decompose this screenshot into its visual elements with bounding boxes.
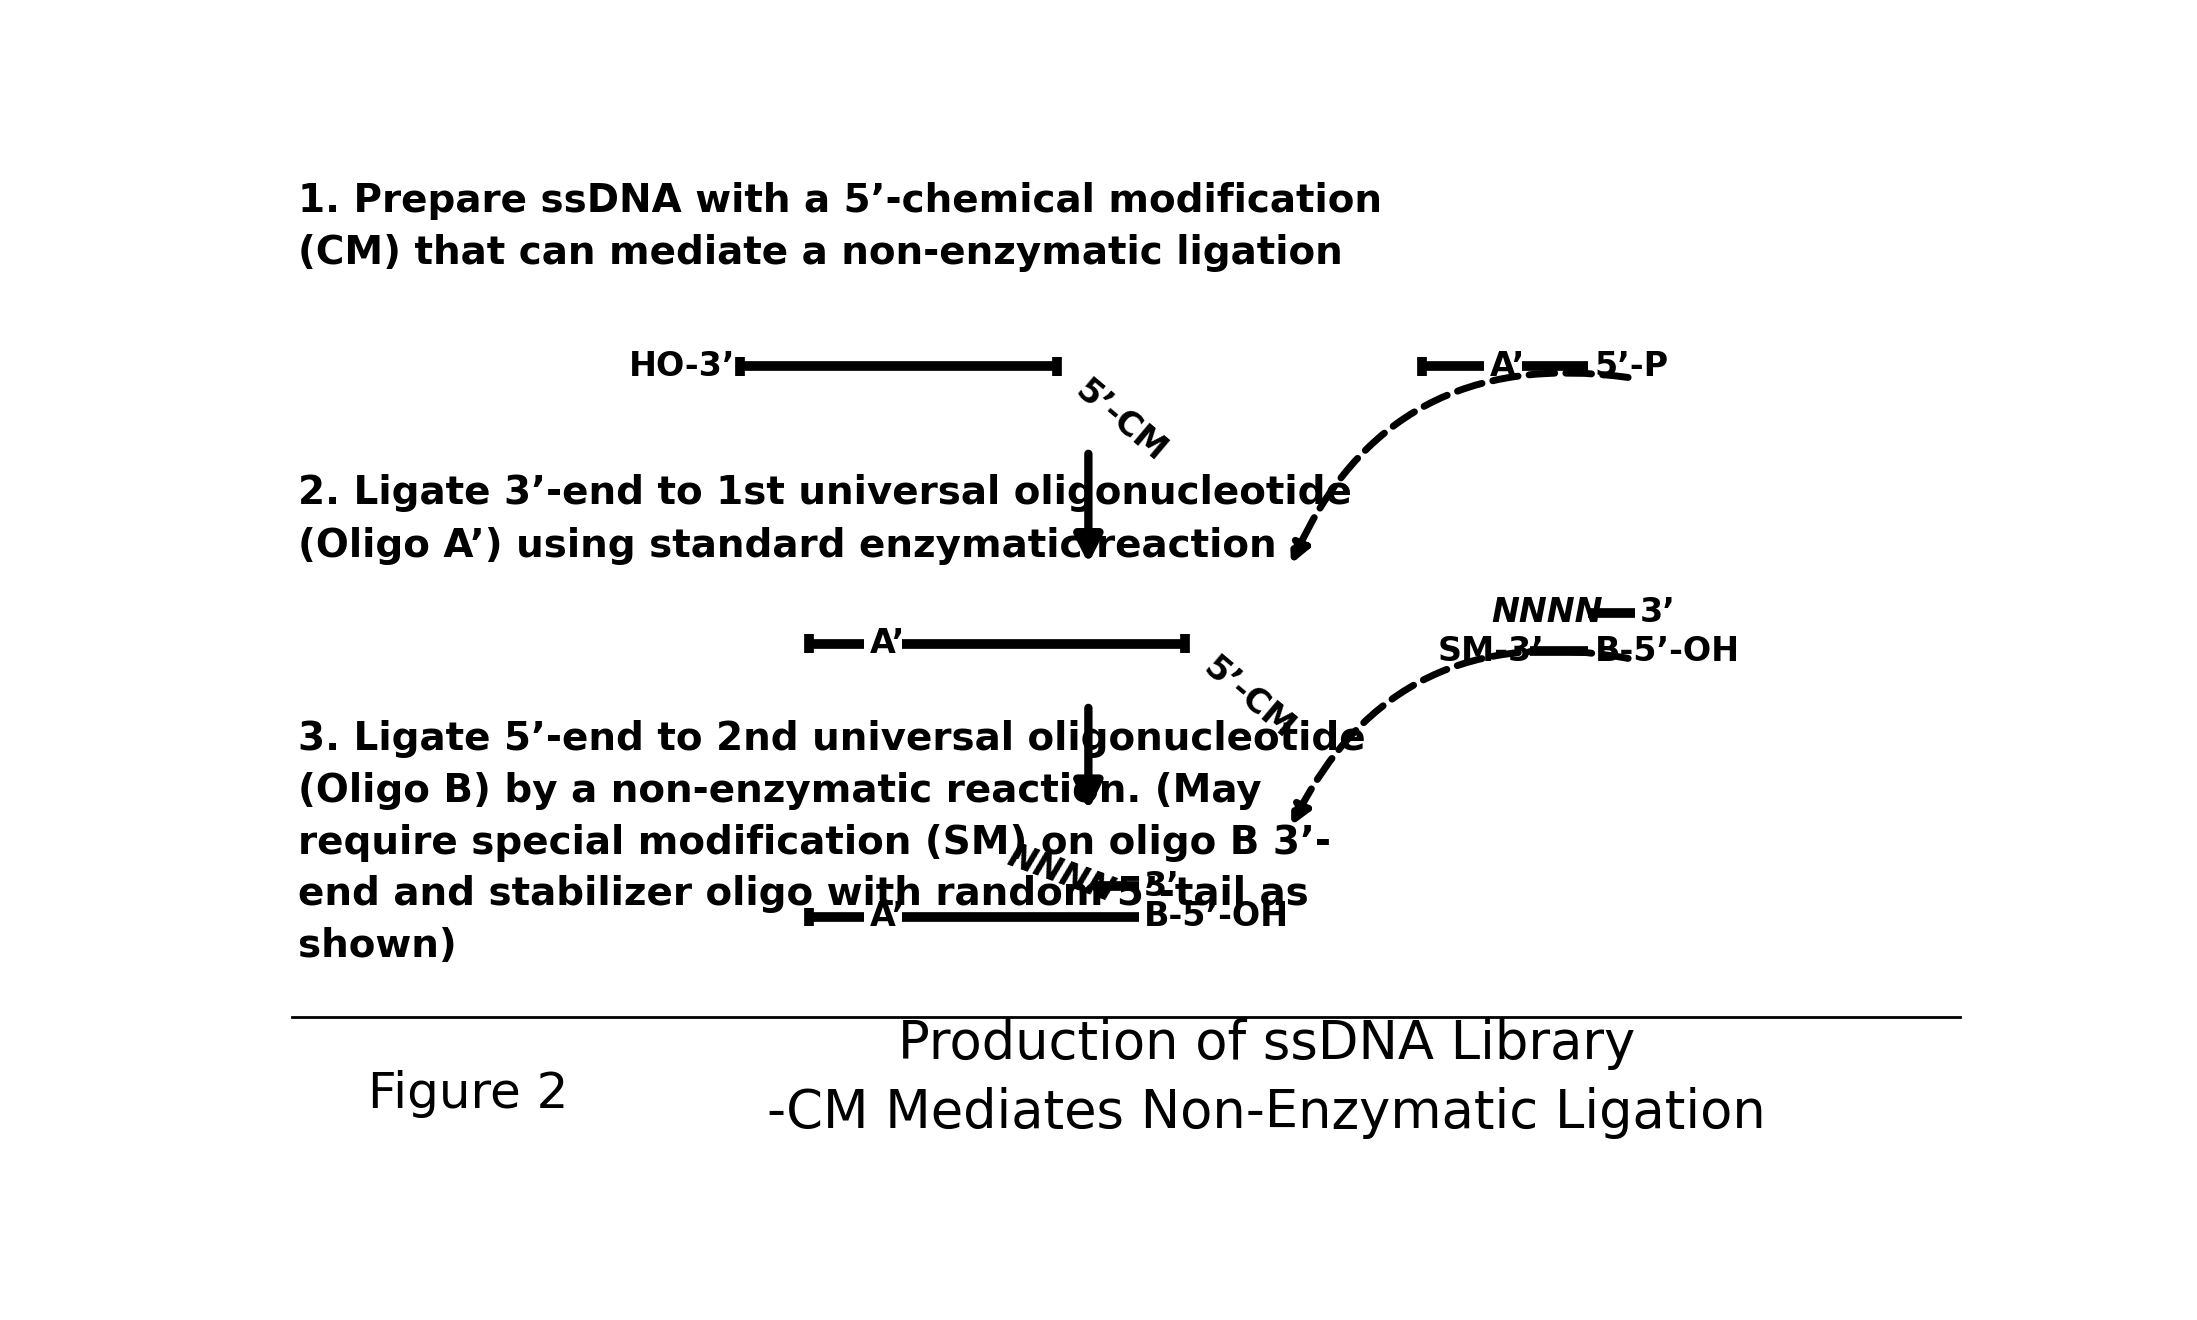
Text: 5’-P: 5’-P [1595, 350, 1668, 383]
Text: 1. Prepare ssDNA with a 5’-chemical modification
(CM) that can mediate a non-enz: 1. Prepare ssDNA with a 5’-chemical modi… [299, 181, 1382, 272]
Text: A’: A’ [1490, 350, 1525, 383]
Text: Production of ssDNA Library
-CM Mediates Non-Enzymatic Ligation: Production of ssDNA Library -CM Mediates… [767, 1018, 1766, 1139]
Text: A’: A’ [870, 900, 905, 933]
Text: B-5’-OH: B-5’-OH [1595, 635, 1740, 668]
Text: 3’: 3’ [1145, 870, 1180, 903]
Text: Figure 2: Figure 2 [367, 1071, 569, 1118]
Text: 3. Ligate 5’-end to 2nd universal oligonucleotide
(Oligo B) by a non-enzymatic r: 3. Ligate 5’-end to 2nd universal oligon… [299, 721, 1367, 965]
Text: NNNN: NNNN [1004, 840, 1118, 909]
Text: HO-3’: HO-3’ [628, 350, 736, 383]
Text: NNNN: NNNN [1492, 597, 1604, 630]
Text: 5’-CM: 5’-CM [1197, 651, 1301, 746]
Text: SM-3’: SM-3’ [1437, 635, 1544, 668]
Text: B-5’-OH: B-5’-OH [1145, 900, 1290, 933]
Text: A’: A’ [870, 627, 905, 660]
Text: 2. Ligate 3’-end to 1st universal oligonucleotide
(Oligo A’) using standard enzy: 2. Ligate 3’-end to 1st universal oligon… [299, 474, 1351, 565]
Text: 5’-CM: 5’-CM [1070, 374, 1173, 469]
Text: 3’: 3’ [1641, 597, 1676, 630]
